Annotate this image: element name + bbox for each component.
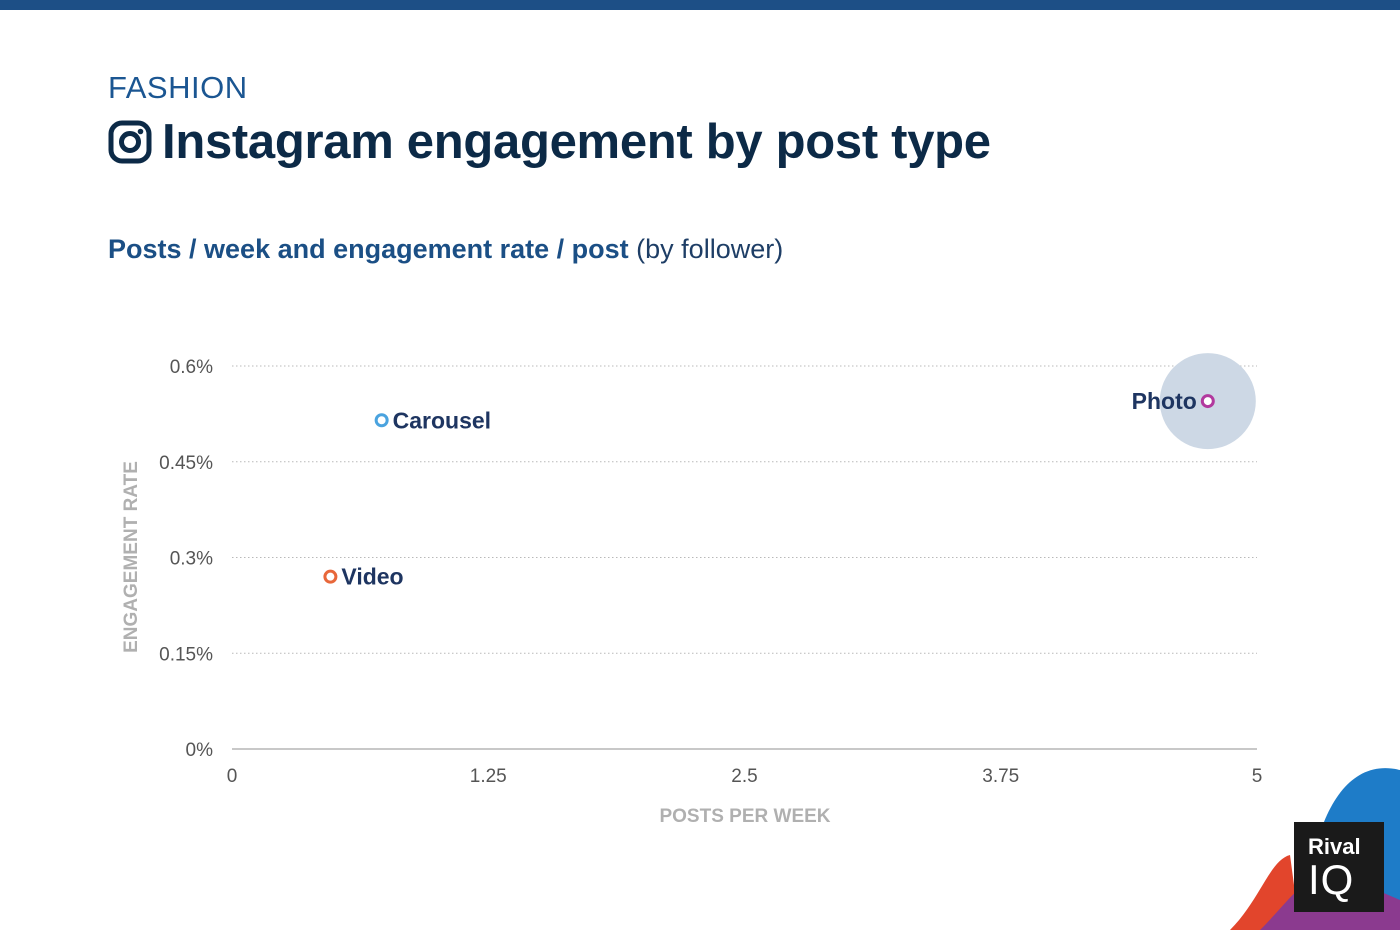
- data-point: [323, 569, 338, 584]
- rivaliq-logo: Rival IQ: [1294, 822, 1384, 912]
- y-tick-label: 0.3%: [170, 549, 213, 570]
- subtitle-main: Posts / week and engagement rate / post: [108, 234, 629, 264]
- axis-layer: 0% 0.15% 0.3% 0.45% 0.6% 0 1.25 2.5 3.75 5: [159, 357, 1262, 787]
- y-tick-label: 0.45%: [159, 453, 213, 474]
- chart-subtitle: Posts / week and engagement rate / post …: [108, 234, 783, 265]
- y-axis-title: ENGAGEMENT RATE: [121, 461, 142, 653]
- top-accent-bar: [0, 0, 1400, 10]
- data-point: [1200, 394, 1215, 409]
- x-tick-label: 1.25: [470, 766, 507, 787]
- point-label: Carousel: [393, 407, 491, 433]
- data-point: [374, 413, 389, 428]
- y-tick-label: 0%: [186, 740, 214, 761]
- chart-header: FASHION Instagram engagement by post typ…: [108, 70, 991, 170]
- x-tick-label: 2.5: [731, 766, 757, 787]
- subtitle-qualifier: (by follower): [636, 234, 784, 264]
- y-tick-label: 0.6%: [170, 357, 213, 378]
- industry-kicker: FASHION: [108, 70, 248, 105]
- x-tick-label: 0: [227, 766, 238, 787]
- grid-layer: [232, 365, 1257, 654]
- x-axis-title: POSTS PER WEEK: [659, 806, 830, 827]
- x-tick-label: 3.75: [982, 766, 1019, 787]
- y-tick-label: 0.15%: [159, 644, 213, 665]
- point-label: Photo: [1132, 388, 1197, 414]
- page-title: Instagram engagement by post type: [162, 115, 991, 169]
- point-layer: Carousel Video Photo: [323, 353, 1256, 590]
- logo-text-iq: IQ: [1308, 856, 1355, 903]
- title-row: Instagram engagement by post type: [108, 114, 991, 170]
- logo-text-rival: Rival: [1308, 834, 1361, 859]
- x-tick-label: 5: [1252, 766, 1263, 787]
- point-label: Video: [341, 564, 403, 590]
- instagram-icon: [108, 120, 152, 164]
